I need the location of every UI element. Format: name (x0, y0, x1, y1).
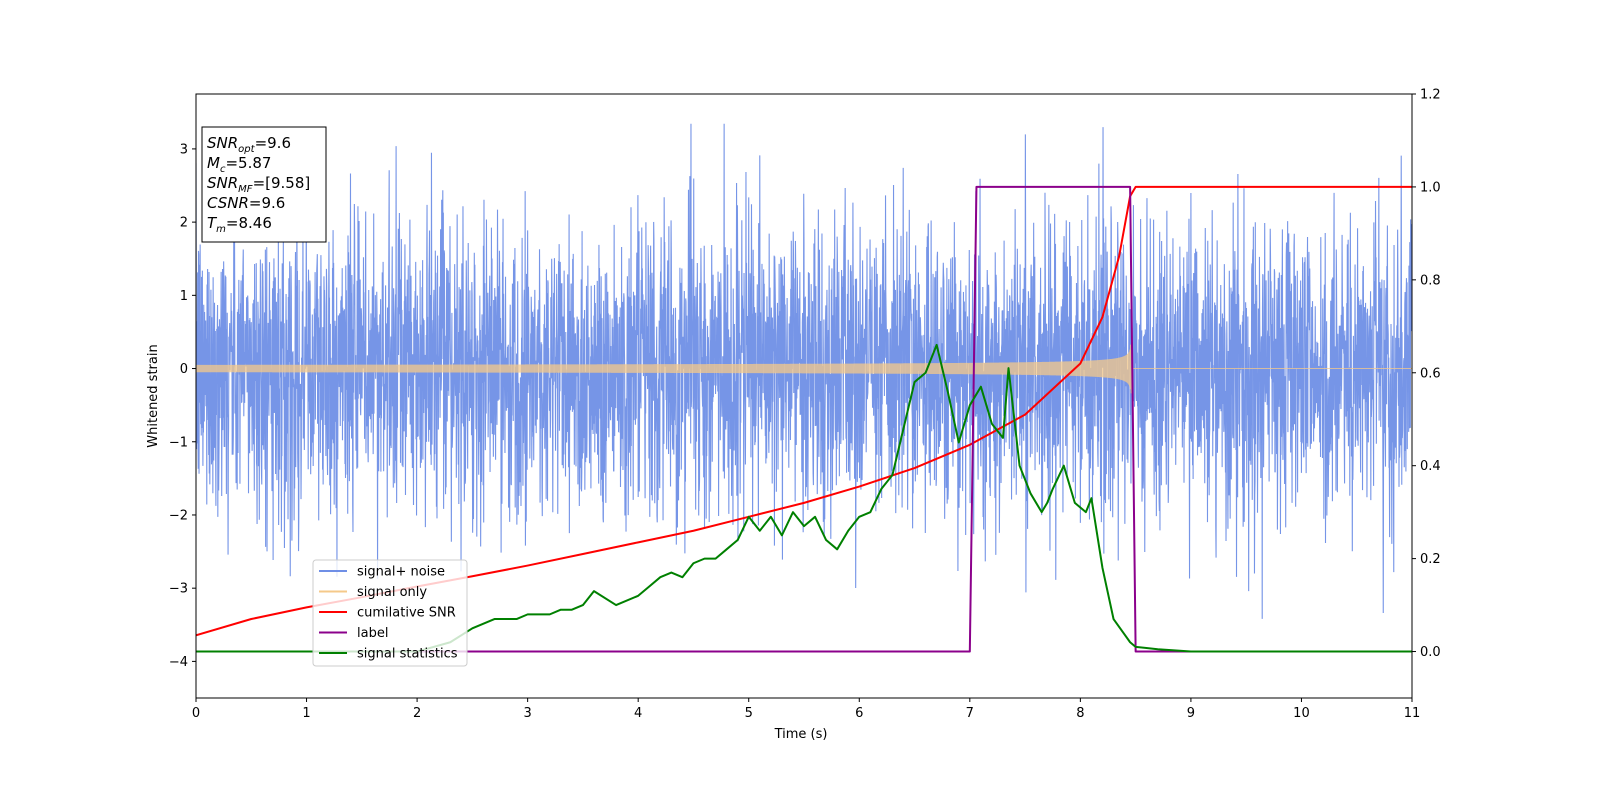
series-signal-only-line (196, 344, 1412, 394)
annotation-frame (201, 126, 327, 243)
series-signal-statistics-line (196, 343, 1412, 653)
annotation-value: =5.87 (225, 154, 271, 172)
annotation-line: Tm=8.46 (207, 214, 272, 235)
y-left-tick-label: 2 (180, 216, 188, 231)
legend-label: signal+ noise (357, 565, 445, 580)
x-tick-label: 7 (966, 706, 974, 721)
y-right-tick-label: 0.6 (1420, 366, 1441, 381)
y-left-tick-label: −3 (169, 582, 188, 597)
annotation-symbol: M (207, 154, 220, 172)
annotation-symbol: T (207, 214, 218, 232)
legend-label: label (357, 626, 388, 641)
y-right-tick-label: 0.0 (1420, 645, 1441, 660)
annotation-line: CSNR=9.6 (207, 194, 285, 212)
y-right-tick-label: 0.8 (1420, 273, 1441, 288)
y-right-tick-label: 1.2 (1420, 88, 1441, 103)
annotation-symbol: SNR (207, 134, 238, 152)
y-right-tick-label: 0.2 (1420, 552, 1441, 567)
x-tick-label: 0 (192, 706, 200, 721)
x-tick-label: 9 (1187, 706, 1195, 721)
annotation-value: =9.6 (249, 194, 285, 212)
annotation-symbol: SNR (207, 174, 238, 192)
legend: signal+ noise signal only cumilative SNR la… (312, 559, 468, 667)
y-left-tick-label: 3 (180, 142, 188, 157)
annotation-value: =9.6 (255, 134, 291, 152)
x-tick-label: 8 (1076, 706, 1084, 721)
x-tick-label: 11 (1404, 706, 1421, 721)
x-tick-label: 1 (302, 706, 310, 721)
x-axis-label: Time (s) (774, 727, 828, 742)
y-left-tick-label: 1 (180, 289, 188, 304)
annotation-box: SNRopt=9.6Mc=5.87SNRMF=[9.58]CSNR=9.6Tm=… (201, 126, 327, 243)
annotation-subscript: c (220, 164, 226, 175)
annotation-value: =8.46 (226, 214, 272, 232)
annotation-symbol: CSNR (207, 194, 249, 212)
annotation-value: =[9.58] (253, 174, 311, 192)
x-tick-label: 3 (523, 706, 531, 721)
annotation-line: Mc=5.87 (207, 154, 271, 175)
y-axis-label: Whitened strain (146, 344, 161, 447)
legend-frame (312, 559, 468, 667)
series-signal-noise-line (196, 123, 1412, 619)
x-tick-label: 6 (855, 706, 863, 721)
annotation-subscript: MF (238, 184, 253, 195)
x-tick-label: 4 (634, 706, 642, 721)
axes-layer: 0 1 2 3 4 5 6 7 8 9 10 11 −4 −3 −2 −1 0 1 2 3 0.0 0.2 0.4 0.6 0.… (169, 88, 1441, 722)
legend-label: signal only (357, 585, 427, 600)
y-left-tick-label: 0 (180, 362, 188, 377)
annotation-subscript: opt (238, 144, 255, 155)
annotation-line: SNRMF=[9.58] (207, 174, 310, 195)
legend-label: signal statistics (357, 647, 458, 662)
y-left-tick-label: −4 (169, 655, 188, 670)
y-right-tick-label: 0.4 (1420, 459, 1441, 474)
legend-label: cumilative SNR (357, 606, 456, 621)
x-tick-label: 2 (413, 706, 421, 721)
y-left-tick-label: −2 (169, 508, 188, 523)
y-right-tick-label: 1.0 (1420, 180, 1441, 195)
y-left-tick-label: −1 (169, 435, 188, 450)
x-tick-label: 5 (745, 706, 753, 721)
plot-frame (195, 93, 1413, 699)
x-tick-label: 10 (1293, 706, 1310, 721)
annotation-line: SNRopt=9.6 (207, 134, 291, 155)
annotation-subscript: m (216, 224, 226, 235)
